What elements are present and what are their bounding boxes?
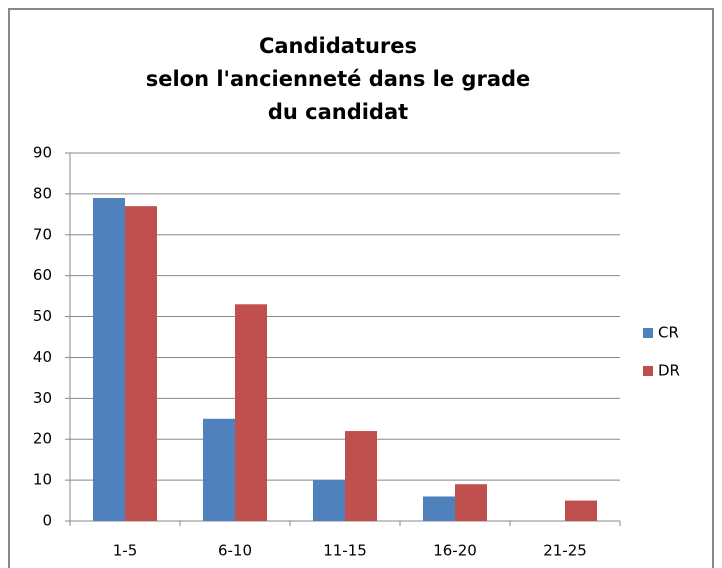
legend-swatch bbox=[643, 328, 653, 338]
y-tick-label: 60 bbox=[33, 266, 52, 284]
chart-title: du candidat bbox=[268, 100, 408, 124]
y-tick-label: 30 bbox=[33, 389, 52, 407]
legend-swatch bbox=[643, 366, 653, 376]
bar bbox=[565, 500, 597, 521]
legend-label: DR bbox=[658, 362, 680, 380]
chart-title: Candidatures bbox=[259, 34, 417, 58]
y-tick-label: 70 bbox=[33, 225, 52, 243]
bar bbox=[93, 197, 125, 521]
legend-label: CR bbox=[658, 324, 679, 342]
y-tick-label: 10 bbox=[33, 471, 52, 489]
x-tick-label: 16-20 bbox=[433, 542, 477, 560]
bar bbox=[455, 484, 487, 521]
y-tick-label: 0 bbox=[42, 512, 52, 530]
x-tick-label: 11-15 bbox=[323, 542, 367, 560]
y-tick-label: 90 bbox=[33, 144, 52, 162]
bar bbox=[203, 418, 235, 521]
bar bbox=[423, 496, 455, 521]
bar bbox=[313, 480, 345, 521]
x-tick-label: 1-5 bbox=[113, 542, 138, 560]
y-tick-label: 20 bbox=[33, 430, 52, 448]
chart-title: selon l'ancienneté dans le grade bbox=[146, 67, 531, 91]
bar bbox=[125, 206, 157, 521]
x-tick-label: 6-10 bbox=[218, 542, 252, 560]
y-tick-label: 40 bbox=[33, 348, 52, 366]
bar bbox=[235, 304, 267, 521]
y-tick-label: 50 bbox=[33, 307, 52, 325]
x-tick-label: 21-25 bbox=[543, 542, 587, 560]
bar bbox=[345, 431, 377, 521]
y-tick-label: 80 bbox=[33, 184, 52, 202]
